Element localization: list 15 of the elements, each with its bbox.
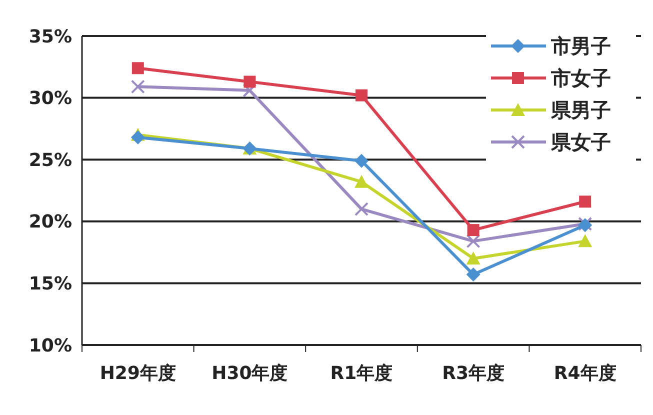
legend-label: 県男子 — [550, 98, 611, 122]
y-tick-label: 30% — [28, 88, 72, 110]
legend-label: 市女子 — [550, 66, 611, 90]
y-tick-label: 25% — [28, 150, 72, 171]
y-tick-label: 20% — [28, 212, 72, 233]
y-tick-label: 35% — [28, 26, 72, 48]
legend-label: 市男子 — [550, 34, 611, 58]
x-tick-label: H29年度 — [100, 363, 176, 384]
x-tick-label: H30年度 — [212, 363, 288, 384]
y-tick-label: 10% — [28, 335, 72, 356]
x-tick-label: R1年度 — [330, 363, 393, 384]
y-tick-label: 15% — [28, 274, 72, 294]
legend-label: 県女子 — [550, 130, 611, 154]
x-tick-label: R4年度 — [554, 363, 616, 384]
x-tick-label: R3年度 — [442, 363, 504, 384]
